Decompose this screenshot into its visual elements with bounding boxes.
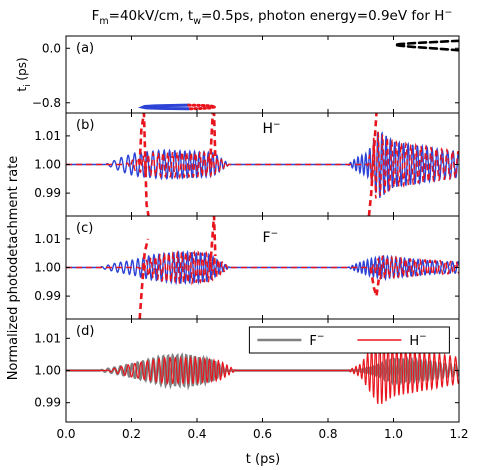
y-tick-label: 1.01: [34, 129, 61, 143]
spike-line: [138, 238, 150, 319]
plot-area: [137, 39, 459, 111]
legend-label: H−: [409, 332, 426, 349]
x-tick-label: 1.0: [384, 427, 403, 441]
series-line-red-dashed: [66, 250, 459, 286]
panel-d: (d) 1.01 1.00 0.99 0.0 0.2 0.4 0.6 0.8 1.0 1.2 F− H−: [34, 318, 469, 441]
y-axis-title: Normalized photodetachment rate: [6, 156, 21, 381]
x-tick-label: 1.2: [449, 427, 468, 441]
curve-black-dashed: [394, 39, 459, 52]
curve-red-dotted: [187, 103, 216, 111]
series-line-H-: [66, 335, 459, 404]
spike-line: [369, 267, 382, 297]
panel-annotation: F−: [263, 229, 279, 246]
plot-area: [66, 113, 459, 216]
curve-blue-solid: [137, 103, 191, 111]
panel-annotation: H−: [263, 120, 281, 137]
x-axis-title: t (ps): [246, 452, 280, 467]
y-tick-label: 0.99: [34, 289, 61, 303]
y-tick-label: 1.00: [34, 364, 61, 378]
panel-b: (b) H− 1.01 1.00 0.99: [34, 112, 460, 217]
panel-y-title: ti (ps): [15, 57, 33, 91]
y-tick-label: −0.8: [32, 96, 61, 110]
panel-c: (c) F− 1.01 1.00 0.99: [34, 215, 460, 320]
panel-a: (a) 0.0 −0.8 ti (ps): [15, 35, 460, 114]
panels: (a) 0.0 −0.8 ti (ps) (b) H− 1.01 1.00 0.99 (c) F− 1…: [15, 35, 469, 441]
y-tick-label: 1.00: [34, 261, 61, 275]
x-tick-label: 0.2: [122, 427, 141, 441]
panel-frame: [65, 35, 460, 114]
plot-area: [66, 335, 459, 404]
series-line-red-dashed: [66, 131, 459, 199]
y-tick-label: 1.00: [34, 158, 61, 172]
spike-line: [138, 113, 150, 216]
panel-label: (b): [76, 118, 94, 133]
x-tick-label: 0.0: [56, 427, 75, 441]
spike-line: [208, 113, 217, 165]
x-tick-label: 0.4: [187, 427, 206, 441]
spike-line: [367, 113, 378, 216]
legend: F− H−: [248, 326, 450, 354]
plot-area: [66, 216, 459, 319]
panel-label: (c): [76, 221, 93, 236]
legend-label: F−: [309, 332, 324, 349]
y-tick-label: 1.01: [34, 232, 61, 246]
y-tick-label: 1.01: [34, 331, 61, 345]
y-tick-label: 0.0: [42, 41, 61, 55]
y-tick-label: 0.99: [34, 186, 61, 200]
x-tick-label: 0.6: [253, 427, 272, 441]
series-line-blue-solid: [66, 131, 459, 198]
x-tick-label: 0.8: [318, 427, 337, 441]
panel-label: (a): [76, 41, 94, 56]
panel-label: (d): [76, 324, 94, 339]
chart-title: Fm=40kV/cm, tw=0.5ps, photon energy=0.9e…: [92, 7, 453, 27]
spike-line: [208, 216, 217, 268]
y-tick-label: 0.99: [34, 396, 61, 410]
